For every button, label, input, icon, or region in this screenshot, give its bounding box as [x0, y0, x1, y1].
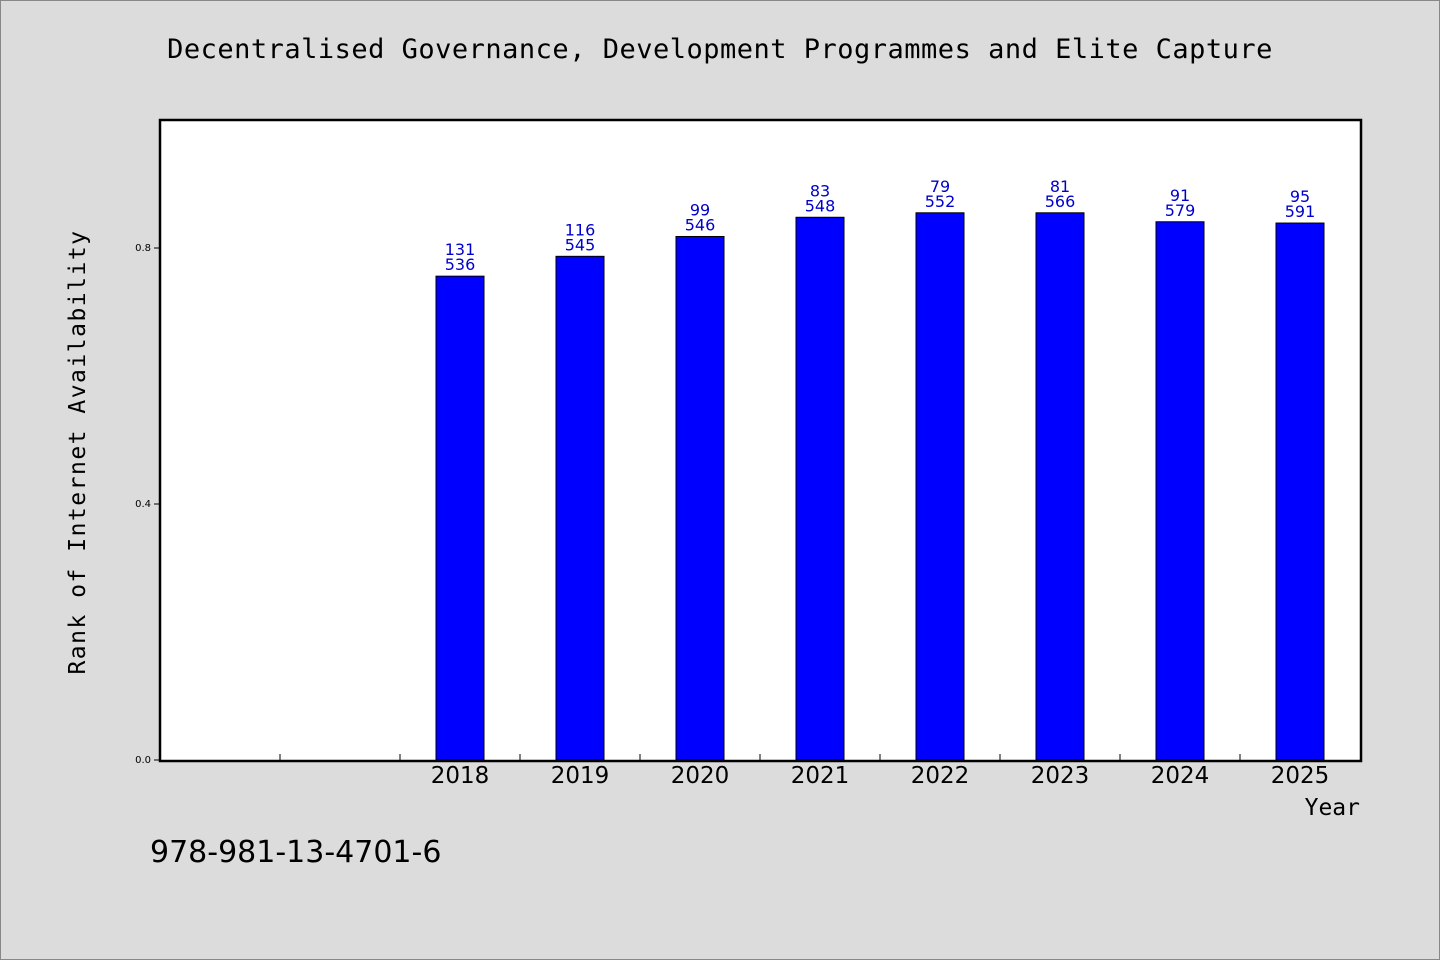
x-tick-label-2025: 2025 [1271, 763, 1330, 789]
x-tick-label-2022: 2022 [911, 763, 970, 789]
x-tick-label-2024: 2024 [1151, 763, 1210, 789]
bar-2018 [435, 275, 485, 761]
data-label-top-2021: 83 [810, 181, 830, 200]
bar-2024 [1155, 221, 1205, 761]
x-tick-label-2020: 2020 [671, 763, 730, 789]
data-label-bottom-2023: 566 [1045, 192, 1076, 211]
bar-2019 [555, 255, 605, 761]
bar-2021 [795, 216, 845, 761]
data-label-top-2024: 91 [1170, 186, 1190, 205]
x-tick-label-2019: 2019 [551, 763, 610, 789]
isbn-text: 978-981-13-4701-6 [150, 835, 442, 870]
x-tick-label-2018: 2018 [431, 763, 490, 789]
data-label-top-2025: 95 [1290, 187, 1310, 206]
data-label-bottom-2024: 579 [1165, 201, 1196, 220]
bar-2025 [1275, 222, 1325, 761]
x-tick-label-2023: 2023 [1031, 763, 1090, 789]
data-label-top-2023: 81 [1050, 177, 1070, 196]
data-label-top-2020: 99 [690, 200, 710, 219]
y-tick-label: 0.0 [135, 755, 151, 766]
y-tick-label: 0.4 [135, 499, 151, 510]
data-label-bottom-2025: 591 [1285, 202, 1316, 221]
bars-group [435, 212, 1325, 761]
data-label-bottom-2018: 536 [445, 255, 476, 274]
data-label-bottom-2020: 546 [685, 215, 716, 234]
x-tick-label-2021: 2021 [791, 763, 850, 789]
data-label-top-2019: 116 [565, 220, 596, 239]
data-label-bottom-2021: 548 [805, 196, 836, 215]
bar-2022 [915, 212, 965, 761]
data-label-bottom-2019: 545 [565, 235, 596, 254]
data-label-top-2018: 131 [445, 240, 476, 259]
x-axis-label: Year [1304, 795, 1360, 821]
chart-title: Decentralised Governance, Development Pr… [167, 34, 1273, 65]
ticks-group: 0.0 0.4 0.8 2018 2019 2020 2021 2022 2023 2024 202… [135, 243, 1329, 789]
y-tick-label: 0.8 [135, 243, 151, 254]
data-label-top-2022: 79 [930, 177, 950, 196]
bar-2023 [1035, 212, 1085, 761]
data-label-bottom-2022: 552 [925, 192, 956, 211]
bar-2020 [675, 235, 725, 761]
